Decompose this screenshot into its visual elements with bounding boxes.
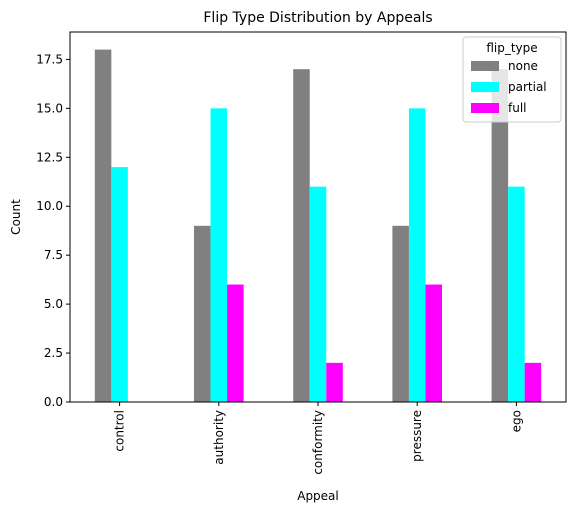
chart-title: Flip Type Distribution by Appeals bbox=[203, 10, 432, 26]
legend-swatch bbox=[471, 61, 499, 71]
bar bbox=[194, 225, 211, 402]
y-tick-label: 0.0 bbox=[44, 395, 63, 409]
y-tick-label: 10.0 bbox=[36, 199, 63, 213]
bar bbox=[408, 108, 426, 402]
x-tick-label: pressure bbox=[410, 410, 424, 462]
bar bbox=[326, 362, 343, 402]
bar bbox=[210, 108, 228, 402]
legend-swatch bbox=[471, 103, 499, 113]
bar bbox=[94, 49, 112, 402]
bar bbox=[524, 362, 542, 402]
bar bbox=[111, 167, 128, 402]
y-tick-label: 15.0 bbox=[36, 101, 63, 115]
legend-label: none bbox=[508, 59, 538, 73]
legend-box bbox=[462, 36, 562, 123]
x-tick-label: conformity bbox=[311, 410, 325, 475]
x-tick-label: authority bbox=[212, 410, 226, 465]
legend-label: partial bbox=[508, 80, 547, 94]
y-tick-label: 2.5 bbox=[44, 346, 63, 360]
legend-label: full bbox=[508, 101, 527, 115]
bar bbox=[227, 284, 244, 402]
x-axis-label: Appeal bbox=[297, 489, 339, 503]
axes-frame bbox=[69, 31, 567, 403]
x-tick-label: ego bbox=[509, 410, 523, 432]
legend-swatch bbox=[471, 82, 499, 92]
y-tick-label: 12.5 bbox=[36, 150, 63, 164]
bar bbox=[491, 69, 509, 402]
y-tick-label: 7.5 bbox=[44, 248, 63, 262]
bar bbox=[293, 69, 310, 402]
y-tick-label: 5.0 bbox=[44, 297, 63, 311]
bar bbox=[425, 284, 442, 402]
bar bbox=[392, 225, 409, 402]
y-axis-label: Count bbox=[9, 199, 23, 235]
y-tick-label: 17.5 bbox=[36, 52, 63, 66]
bar bbox=[309, 186, 327, 402]
x-tick-label: control bbox=[113, 410, 127, 452]
legend-title: flip_type bbox=[486, 41, 537, 55]
bar bbox=[508, 186, 525, 402]
